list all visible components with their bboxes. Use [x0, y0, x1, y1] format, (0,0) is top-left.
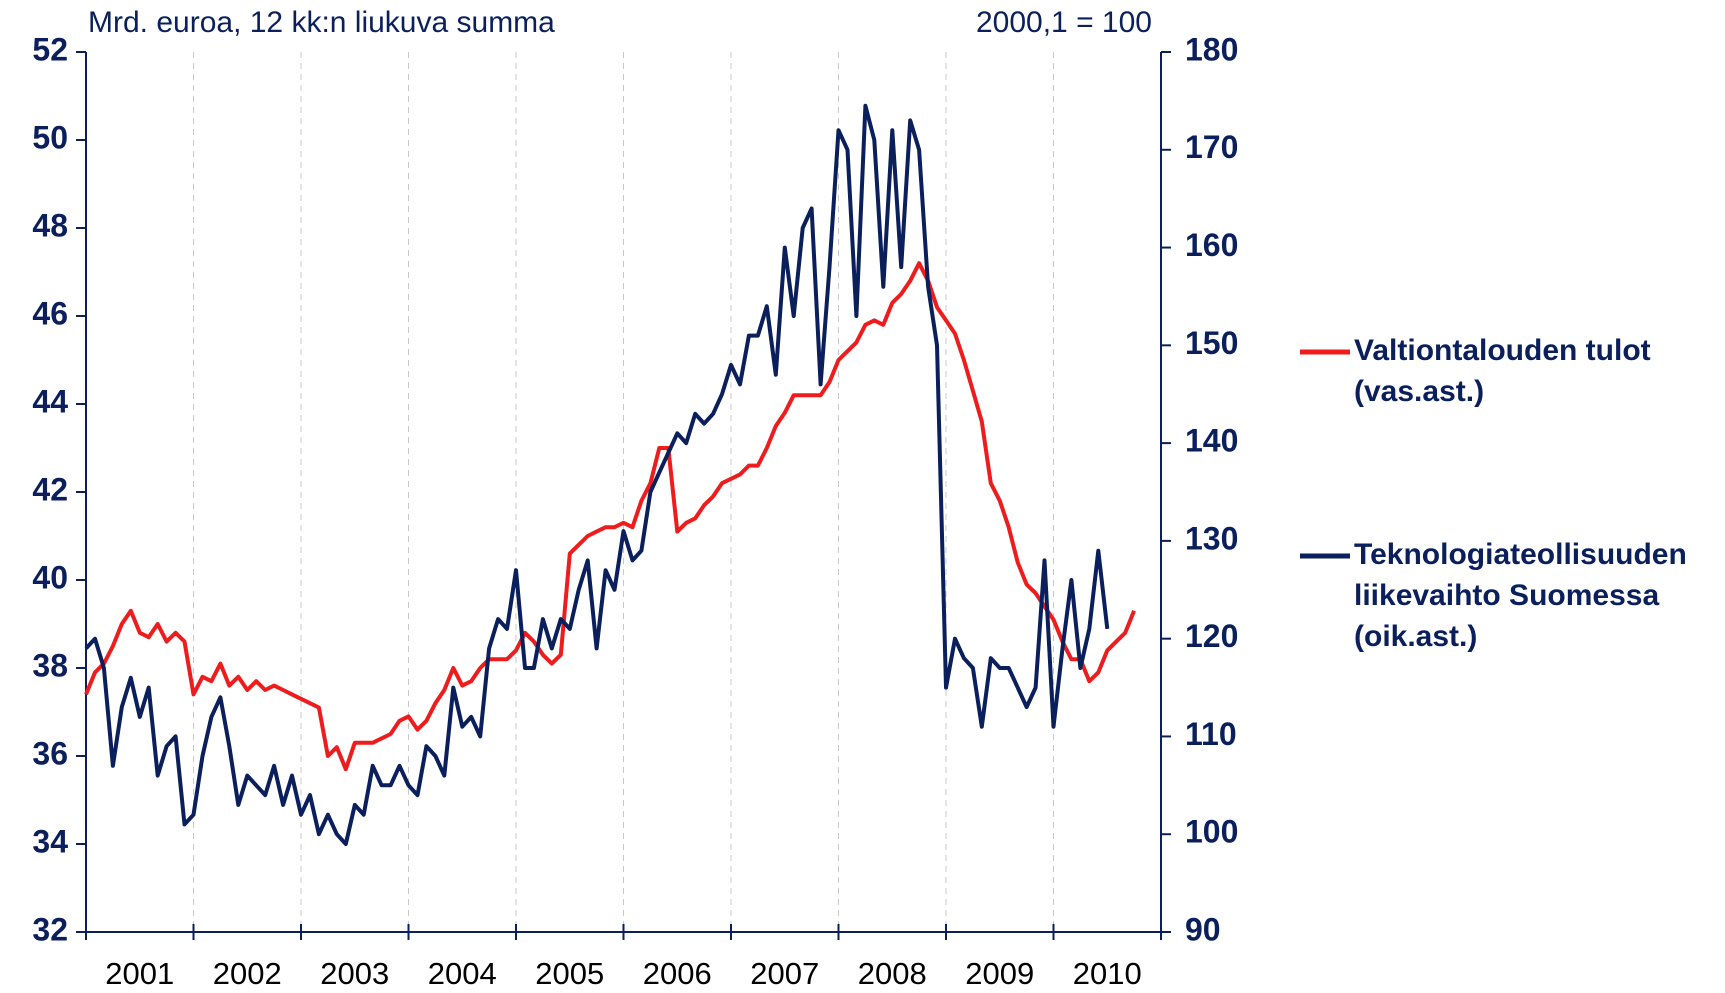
y-tick-label: 48 — [32, 207, 68, 243]
x-tick-label: 2006 — [643, 956, 712, 991]
legend-label: Teknologiateollisuuden liikevaihto Suomes… — [1354, 538, 1687, 653]
x-tick-label: 2010 — [1073, 956, 1142, 991]
y-tick-label: 36 — [32, 735, 68, 771]
y-tick-label: 50 — [32, 119, 68, 155]
x-tick-label: 2009 — [965, 956, 1034, 991]
y-tick-label: 38 — [32, 647, 68, 683]
y2-tick-label: 180 — [1185, 31, 1238, 67]
y2-tick-label: 100 — [1185, 814, 1238, 850]
y2-tick-label: 90 — [1185, 911, 1221, 947]
y2-tick-label: 150 — [1185, 325, 1238, 361]
y-tick-label: 44 — [32, 383, 68, 419]
x-tick-label: 2007 — [750, 956, 819, 991]
subtitle-left: Mrd. euroa, 12 kk:n liukuva summa — [88, 6, 555, 39]
y-tick-label: 32 — [32, 911, 68, 947]
x-tick-label: 2002 — [213, 956, 282, 991]
y-tick-label: 34 — [32, 823, 68, 859]
y2-tick-label: 160 — [1185, 227, 1238, 263]
y-tick-label: 52 — [32, 31, 68, 67]
y-tick-label: 40 — [32, 559, 68, 595]
subtitle-right: 2000,1 = 100 — [976, 6, 1152, 39]
x-tick-label: 2008 — [858, 956, 927, 991]
x-tick-label: 2003 — [320, 956, 389, 991]
x-tick-label: 2001 — [105, 956, 174, 991]
series-line — [84, 103, 1110, 846]
y-tick-label: 46 — [32, 295, 68, 331]
y-tick-label: 42 — [32, 471, 68, 507]
y2-tick-label: 170 — [1185, 129, 1238, 165]
legend-label: Valtiontalouden tulot (vas.ast.) — [1354, 334, 1651, 408]
y2-tick-label: 140 — [1185, 423, 1238, 459]
y2-tick-label: 110 — [1185, 716, 1237, 752]
y2-tick-label: 120 — [1185, 618, 1238, 654]
series-line — [84, 261, 1136, 772]
x-tick-label: 2005 — [535, 956, 604, 991]
y2-tick-label: 130 — [1185, 520, 1238, 556]
x-tick-label: 2004 — [428, 956, 497, 991]
